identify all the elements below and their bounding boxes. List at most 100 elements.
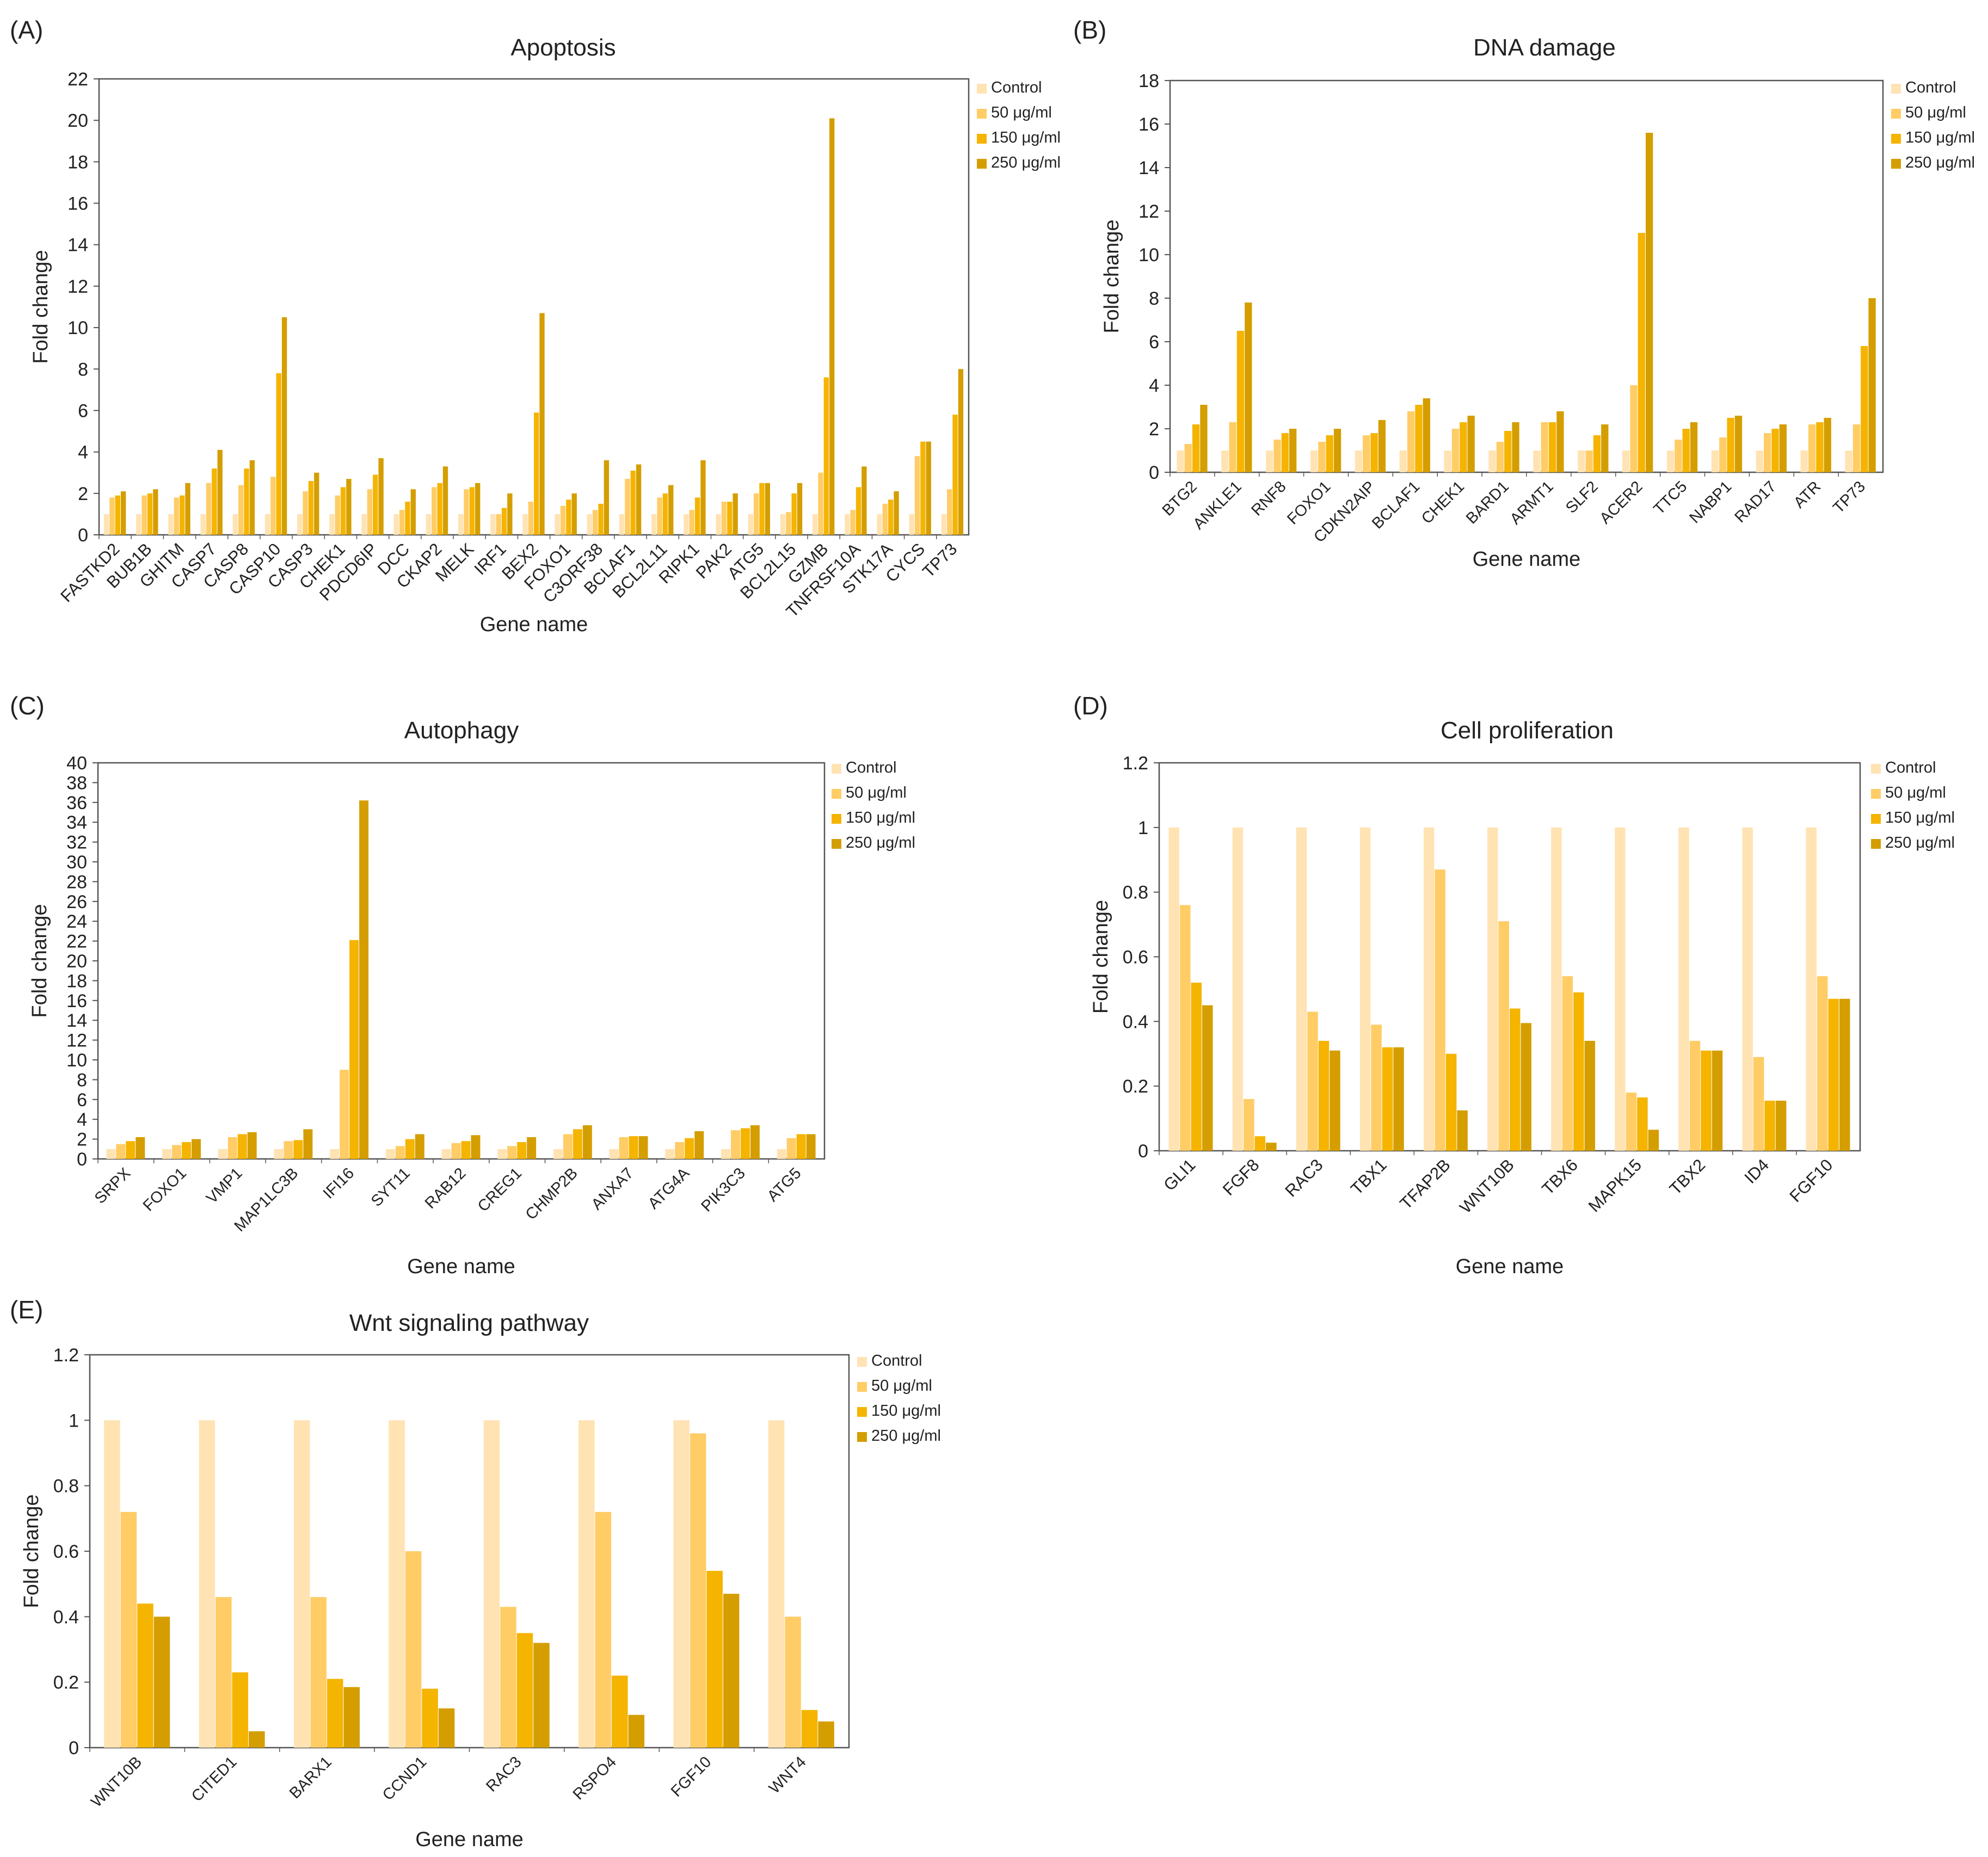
bar-btg2-series-1 xyxy=(1177,451,1184,472)
bar-syt11-series-3 xyxy=(405,1139,415,1159)
bar-bex2-series-1 xyxy=(522,514,528,535)
bar-irf1-series-3 xyxy=(501,508,507,535)
bar-tbx6-series-4 xyxy=(1584,1040,1596,1151)
bar-dcc-series-4 xyxy=(410,489,416,535)
legend-entry: 250 μg/ml xyxy=(991,154,1061,171)
bar-tp73-series-3 xyxy=(1861,346,1868,472)
y-tick-label: 40 xyxy=(66,753,87,774)
bar-wnt10b-series-2 xyxy=(1498,921,1509,1151)
y-tick-label: 2 xyxy=(1149,419,1159,440)
bar-gzmb-series-2 xyxy=(818,472,823,535)
x-category-label: BCLAF1 xyxy=(1369,478,1423,532)
bar-chek1-series-2 xyxy=(335,495,340,535)
x-category-label: TTC5 xyxy=(1651,478,1691,518)
x-category-label: MAPK15 xyxy=(1585,1155,1645,1216)
bar-wnt4-series-3 xyxy=(801,1710,818,1748)
bar-id4-series-1 xyxy=(1742,827,1753,1151)
bar-stk17a-series-2 xyxy=(882,503,888,535)
bar-tp73-series-2 xyxy=(1852,424,1861,472)
panel-cell-proliferation: (D) Cell proliferation 0 0.2 0.4 0.6 0.8 1 1.2 F… xyxy=(1056,669,1988,1284)
bar-bclaf1-series-2 xyxy=(1407,411,1415,472)
bar-tp73-series-1 xyxy=(1845,451,1852,472)
y-tick-label: 12 xyxy=(66,1031,87,1051)
bar-atg5-series-1 xyxy=(748,514,753,535)
bar-nabp1-series-3 xyxy=(1727,418,1734,472)
legend-entry: Control xyxy=(871,1352,922,1369)
bar-ckap2-series-4 xyxy=(442,466,448,535)
bar-rac3-series-4 xyxy=(533,1643,550,1748)
bar-ripk1-series-1 xyxy=(684,514,689,535)
x-category-label: SRPX xyxy=(91,1164,134,1207)
x-category-label: RNF8 xyxy=(1248,478,1289,519)
bar-anxa7-series-3 xyxy=(629,1136,638,1159)
bar-rnf8-series-3 xyxy=(1281,433,1289,472)
bar-fastkd2-series-4 xyxy=(120,491,126,535)
y-tick-label: 18 xyxy=(66,971,87,991)
chart-title: Wnt signaling pathway xyxy=(349,1310,589,1336)
legend-swatch xyxy=(1871,814,1881,824)
bar-barx1-series-1 xyxy=(293,1420,310,1748)
bar-c3orf38-series-3 xyxy=(598,503,604,535)
bar-pak2-series-3 xyxy=(727,502,733,535)
legend-swatch xyxy=(977,159,987,169)
bar-anxa7-series-1 xyxy=(609,1149,619,1159)
x-category-label: TFAP2B xyxy=(1396,1155,1454,1213)
bar-chmp2b-series-4 xyxy=(582,1125,592,1159)
x-category-label: ID4 xyxy=(1740,1155,1772,1187)
bar-chek1-series-4 xyxy=(1467,416,1475,472)
bar-foxo1-series-4 xyxy=(1333,429,1341,472)
bar-bcl2l11-series-4 xyxy=(668,485,674,535)
bar-chek1-series-3 xyxy=(340,487,346,535)
bar-map1lc3b-series-1 xyxy=(274,1149,284,1159)
bar-atg5-series-2 xyxy=(786,1138,796,1159)
bar-tbx2-series-2 xyxy=(1689,1040,1701,1151)
bar-mapk15-series-2 xyxy=(1626,1093,1637,1151)
bar-atg5-series-4 xyxy=(765,483,771,535)
bar-ttc5-series-1 xyxy=(1666,451,1675,472)
bar-atg5-series-4 xyxy=(806,1134,816,1159)
y-tick-label: 0.6 xyxy=(1123,947,1148,968)
bar-ankle1-series-4 xyxy=(1245,303,1252,472)
y-tick-label: 1.2 xyxy=(1123,753,1148,774)
bar-cdkn2aip-series-4 xyxy=(1378,420,1386,472)
x-category-label: ANXA7 xyxy=(588,1164,637,1213)
bar-rac3-series-3 xyxy=(516,1633,533,1748)
panel-letter: (E) xyxy=(10,1295,44,1324)
bar-tp73-series-3 xyxy=(952,415,958,535)
y-tick-label: 0.2 xyxy=(1123,1076,1148,1097)
bar-ttc5-series-4 xyxy=(1690,422,1698,472)
panel-letter: (D) xyxy=(1073,692,1108,720)
bar-irf1-series-1 xyxy=(490,514,496,535)
x-category-label: PIK3C3 xyxy=(698,1164,749,1215)
bar-srpx-series-1 xyxy=(106,1149,116,1159)
bar-slf2-series-2 xyxy=(1585,451,1593,472)
bar-slf2-series-3 xyxy=(1593,435,1601,472)
bar-fastkd2-series-1 xyxy=(103,514,109,535)
bar-bcl2l11-series-3 xyxy=(662,493,668,535)
bar-rnf8-series-4 xyxy=(1289,429,1297,472)
bar-dcc-series-1 xyxy=(393,514,399,535)
bar-bclaf1-series-1 xyxy=(619,514,625,535)
bar-ifi16-series-1 xyxy=(330,1149,340,1159)
y-axis-label: Fold change xyxy=(29,250,52,363)
bar-c3orf38-series-2 xyxy=(593,510,598,535)
panel-letter: (B) xyxy=(1073,16,1107,44)
y-tick-label: 6 xyxy=(78,400,88,421)
bar-ttc5-series-3 xyxy=(1682,429,1690,472)
x-category-label: FGF10 xyxy=(1786,1155,1836,1206)
bar-wnt4-series-2 xyxy=(785,1617,801,1748)
bar-cited1-series-4 xyxy=(249,1731,265,1748)
legend-entry: Control xyxy=(991,79,1042,96)
bar-irf1-series-4 xyxy=(507,493,513,535)
bar-casp3-series-1 xyxy=(297,514,303,535)
legend-swatch xyxy=(1891,134,1901,144)
y-tick-label: 28 xyxy=(66,872,87,892)
y-tick-label: 14 xyxy=(67,235,88,256)
bar-bex2-series-2 xyxy=(528,502,533,535)
bar-syt11-series-1 xyxy=(385,1149,395,1159)
bar-casp3-series-3 xyxy=(308,480,314,535)
bar-rab12-series-4 xyxy=(471,1135,481,1159)
bar-fgf10-series-2 xyxy=(1817,976,1828,1151)
bar-wnt10b-series-1 xyxy=(104,1420,120,1748)
panel-wnt-signaling: (E) Wnt signaling pathway 0 0.2 0.4 0.6 0.8 1 1… xyxy=(0,1273,1050,1857)
